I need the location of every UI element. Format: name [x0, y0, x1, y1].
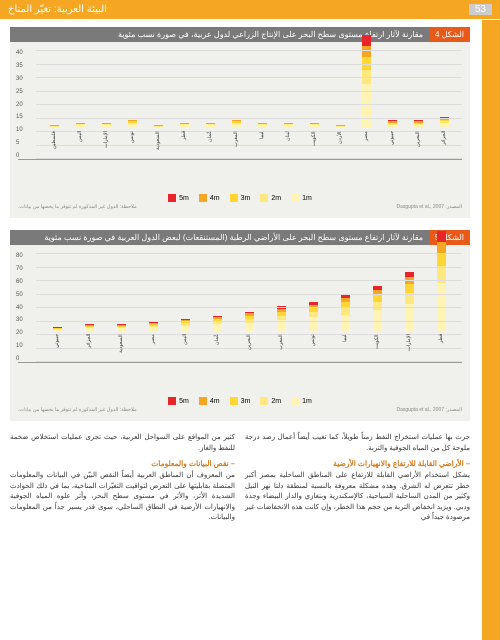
heading-2: – نقص البيانات والمعلومات [10, 458, 235, 469]
chart2-legend: 5m4m3m2m1m [18, 397, 462, 405]
chart2-title: مقارنة لآثار ارتفاع مستوى سطح البحر على … [10, 230, 429, 245]
header-title: البيئة العربية: تغيّر المناخ [8, 4, 107, 15]
page-number: 53 [469, 4, 492, 15]
col-right: جرت بها عمليات استخراج النفط زمناً طويلا… [245, 433, 470, 524]
chart1-bars: الجزائرالبحرينجيبوتيمصرالأردنالكويتلبنان… [23, 50, 457, 159]
chart-1: الشكل 4 مقارنة لآثار ارتفاع مستوى سطح ال… [10, 27, 470, 218]
chart1-tag: الشكل 4 [429, 27, 470, 42]
col-left: كثير من المواقع على السواحل العربية، حيث… [10, 433, 235, 524]
body-text: جرت بها عمليات استخراج النفط زمناً طويلا… [10, 433, 470, 524]
heading-1: – الأراضي القابلة للارتفاع والانهيارات ا… [245, 458, 470, 469]
page-header: 53 البيئة العربية: تغيّر المناخ [0, 0, 500, 19]
chart-2: الشكل 5 مقارنة لآثار ارتفاع مستوى سطح ال… [10, 230, 470, 421]
chart2-canvas: 80706050403020100 قطرالإماراتالكويتليبيا… [18, 253, 462, 363]
chart2-yaxis: 80706050403020100 [16, 253, 23, 362]
chart2-bars: قطرالإماراتالكويتليبياتونسالمغربالبحرينع… [23, 253, 457, 362]
orange-sidebar [482, 20, 500, 640]
chart1-yaxis: 4035302520151050 [16, 50, 23, 159]
chart1-canvas: 4035302520151050 الجزائرالبحرينجيبوتيمصر… [18, 50, 462, 160]
chart1-source: المصدر: Dasgupta et al., 2007 ملاحظة: ال… [18, 204, 462, 210]
main-content: الشكل 4 مقارنة لآثار ارتفاع مستوى سطح ال… [0, 19, 480, 532]
chart2-source: المصدر: Dasgupta et al., 2007 ملاحظة: ال… [18, 407, 462, 413]
chart1-legend: 5m4m3m2m1m [18, 194, 462, 202]
